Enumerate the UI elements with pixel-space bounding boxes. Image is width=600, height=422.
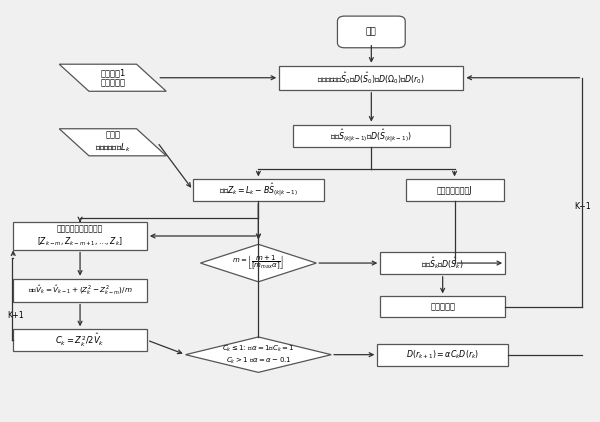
Text: 计算初始值：$\hat{S}_0$、$D(\hat{S}_0)$、$D(\Omega_0)$、$D(r_0)$: 计算初始值：$\hat{S}_0$、$D(\hat{S}_0)$、$D(\Ome… (317, 70, 425, 86)
Bar (293, 124, 450, 148)
Text: 计算$Z_k=L_k-B\hat{S}_{(k|k-1)}$: 计算$Z_k=L_k-B\hat{S}_{(k|k-1)}$ (219, 181, 298, 199)
Text: 输出位移量: 输出位移量 (430, 302, 455, 311)
Text: $C_k=Z_k^2/2\hat{V}_k$: $C_k=Z_k^2/2\hat{V}_k$ (55, 332, 105, 349)
Text: $C_k\leq1$: 取$\alpha=1$且$C_k=1$
$C_k>1$ 取$\alpha=\alpha-0.1$: $C_k\leq1$: 取$\alpha=1$且$C_k=1$ $C_k>1$ … (222, 344, 295, 365)
Text: $m=\left\lfloor\dfrac{m+1}{[m_{max}\alpha]}\right\rfloor$: $m=\left\lfloor\dfrac{m+1}{[m_{max}\alph… (232, 254, 284, 272)
Text: 计算$\hat{V}_k=\hat{V}_{k-1}+(Z_k^2-Z_{k-m}^2)/m$: 计算$\hat{V}_k=\hat{V}_{k-1}+(Z_k^2-Z_{k-m… (28, 284, 133, 297)
Text: 输入：
实时监测结果$L_k$: 输入： 实时监测结果$L_k$ (95, 131, 131, 154)
Text: 计算卡尔曼增监J: 计算卡尔曼增监J (437, 186, 472, 195)
Bar (279, 66, 463, 90)
Text: 计算$\hat{S}_{(k|k-1)}$和$D(\hat{S}_{(k|k-1)})$: 计算$\hat{S}_{(k|k-1)}$和$D(\hat{S}_{(k|k-1… (331, 127, 412, 145)
Text: K+1: K+1 (574, 202, 591, 211)
Polygon shape (200, 244, 316, 282)
Polygon shape (59, 64, 166, 91)
Polygon shape (185, 337, 331, 372)
Text: 输入：第1
天监测结果: 输入：第1 天监测结果 (100, 68, 125, 87)
Bar (380, 296, 505, 317)
Bar (13, 329, 147, 351)
Bar (13, 222, 147, 249)
Text: 构造滑动窗口残差向量
$[Z_{k-m},Z_{k-m+1},\ldots,Z_k]$: 构造滑动窗口残差向量 $[Z_{k-m},Z_{k-m+1},\ldots,Z_… (37, 225, 123, 248)
Bar (193, 179, 324, 201)
Text: 开始: 开始 (366, 27, 377, 36)
Bar (406, 179, 503, 201)
Bar (380, 252, 505, 274)
Text: K+1: K+1 (7, 311, 24, 319)
Polygon shape (59, 129, 166, 156)
Text: $D(r_{k+1})=\alpha C_k D(r_k)$: $D(r_{k+1})=\alpha C_k D(r_k)$ (406, 349, 479, 361)
Bar (377, 344, 508, 365)
FancyBboxPatch shape (337, 16, 405, 48)
Text: 计算$\hat{S}_k$和$D(\hat{S}_k)$: 计算$\hat{S}_k$和$D(\hat{S}_k)$ (421, 255, 464, 271)
Bar (13, 279, 147, 302)
